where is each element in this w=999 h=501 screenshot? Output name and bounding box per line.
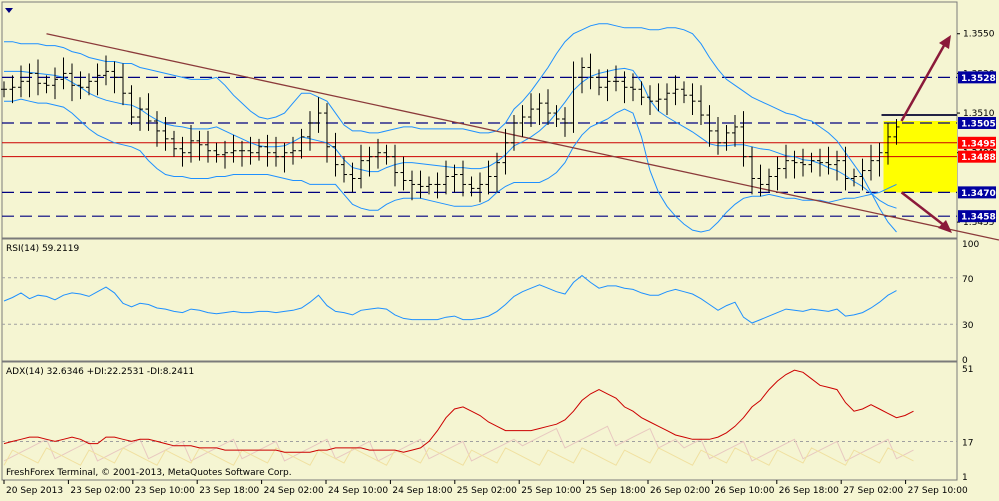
rsi-tick-30: 30 <box>962 321 974 331</box>
rsi-title: RSI(14) 59.2119 <box>6 244 79 254</box>
footer-copyright: FreshForex Terminal, © 2001-2013, MetaQu… <box>6 468 292 478</box>
adx-tick-51: 51 <box>962 365 973 375</box>
time-label-14: 27 Sep 10:00 <box>908 486 968 496</box>
time-label-4: 24 Sep 02:00 <box>264 486 324 496</box>
price-tag-1.3470: 1.3470 <box>961 189 996 199</box>
price-tag-1.3488: 1.3488 <box>961 153 996 163</box>
price-tag-1.3505: 1.3505 <box>961 119 996 129</box>
time-label-5: 24 Sep 10:00 <box>328 486 388 496</box>
price-tick-1.3550: 1.3550 <box>963 30 995 40</box>
rsi-tick-100: 100 <box>962 240 979 250</box>
time-label-6: 24 Sep 18:00 <box>392 486 452 496</box>
price-tag-1.3458: 1.3458 <box>961 213 996 223</box>
price-tag-1.3495: 1.3495 <box>961 139 996 149</box>
time-label-13: 27 Sep 02:00 <box>843 486 903 496</box>
time-label-11: 26 Sep 10:00 <box>714 486 774 496</box>
time-label-1: 23 Sep 02:00 <box>70 486 130 496</box>
time-label-8: 25 Sep 10:00 <box>521 486 581 496</box>
time-label-0: 20 Sep 2013 <box>6 486 63 496</box>
time-label-3: 23 Sep 18:00 <box>199 486 259 496</box>
time-label-7: 25 Sep 02:00 <box>457 486 517 496</box>
time-label-10: 26 Sep 02:00 <box>650 486 710 496</box>
time-label-9: 25 Sep 18:00 <box>586 486 646 496</box>
adx-title: ADX(14) 32.6346 +DI:22.2531 -DI:8.2411 <box>6 367 194 377</box>
adx-tick-1: 1 <box>962 473 968 483</box>
time-label-2: 23 Sep 10:00 <box>135 486 195 496</box>
adx-tick-17: 17 <box>962 438 973 448</box>
time-label-12: 26 Sep 18:00 <box>779 486 839 496</box>
price-tag-1.3528: 1.3528 <box>961 74 996 84</box>
rsi-tick-70: 70 <box>962 275 974 285</box>
